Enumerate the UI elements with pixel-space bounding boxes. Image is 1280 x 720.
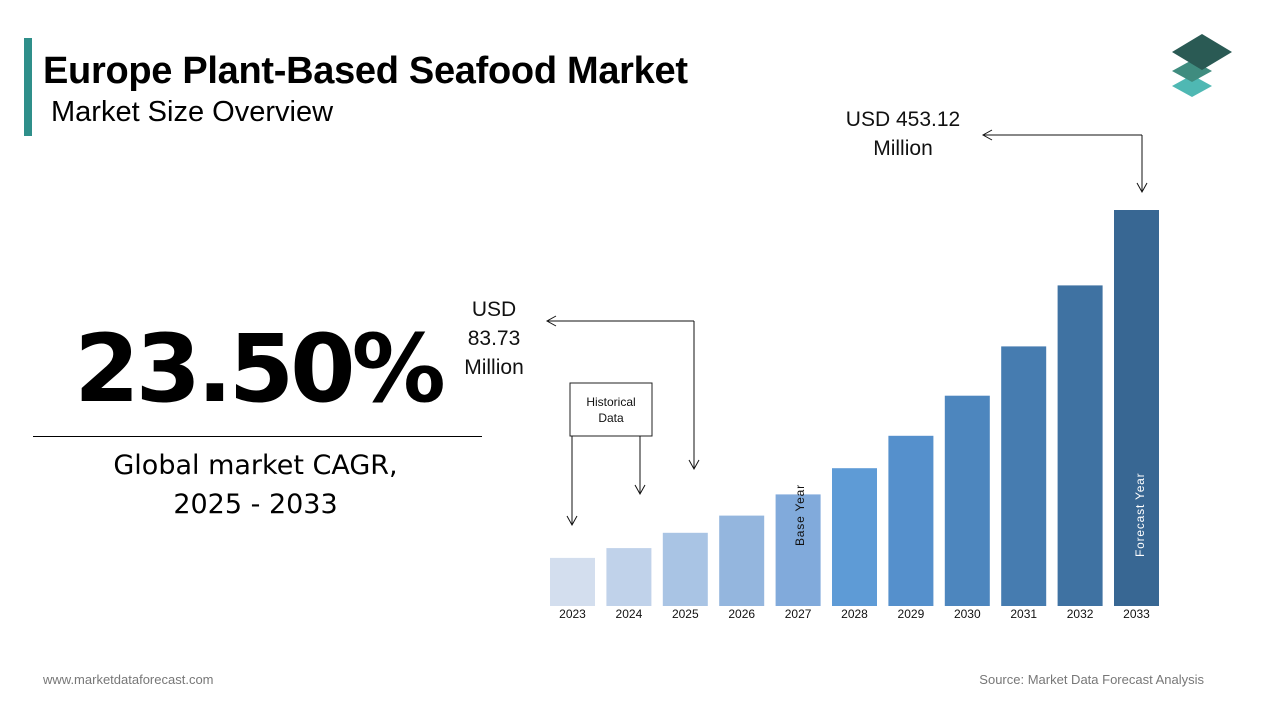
- year-label-2025: 2025: [672, 607, 699, 621]
- bar-2027: [775, 494, 821, 606]
- historical-data-box: [569, 382, 653, 437]
- bar-2031: [1001, 346, 1047, 606]
- bar-2033: [1114, 210, 1159, 606]
- cagr-label-line2: 2025 - 2033: [173, 489, 338, 520]
- bar-2026: [719, 515, 765, 606]
- year-label-2024: 2024: [616, 607, 643, 621]
- year-label-2028: 2028: [841, 607, 868, 621]
- forecast-value-line2: Million: [873, 137, 933, 160]
- year-label-2026: 2026: [728, 607, 755, 621]
- forecast-value-line1: USD 453.12: [846, 108, 960, 131]
- year-label-2033: 2033: [1123, 607, 1150, 621]
- title-accent-bar: [24, 38, 32, 136]
- company-logo-icon: [1172, 34, 1232, 97]
- year-label-2032: 2032: [1067, 607, 1094, 621]
- base-value-line3: Million: [464, 356, 524, 379]
- year-label-2031: 2031: [1010, 607, 1037, 621]
- cagr-label-line1: Global market CAGR,: [113, 450, 398, 481]
- bar-2029: [888, 435, 934, 606]
- bar-2028: [832, 468, 877, 606]
- footer-source: Source: Market Data Forecast Analysis: [979, 672, 1204, 687]
- bar-2024: [606, 548, 652, 606]
- bar-2030: [944, 395, 990, 606]
- logo-layer-top: [1172, 34, 1232, 70]
- base-value-line1: USD: [472, 298, 516, 321]
- cagr-divider: [33, 436, 482, 437]
- bar-2025: [662, 532, 708, 606]
- year-label-2027: 2027: [785, 607, 812, 621]
- historical-data-line1: Historical: [586, 395, 635, 409]
- cagr-label: Global market CAGR, 2025 - 2033: [33, 446, 478, 524]
- bars-layer: [550, 210, 1159, 606]
- base-value-line2: 83.73: [468, 327, 521, 350]
- year-label-2030: 2030: [954, 607, 981, 621]
- cagr-value: 23.50%: [74, 315, 446, 424]
- bar-2023: [550, 557, 595, 606]
- annotations-layer: Historical Data USD 83.73 Million USD 45…: [464, 108, 1148, 557]
- year-label-2023: 2023: [559, 607, 586, 621]
- bar-2032: [1057, 285, 1103, 606]
- year-labels-layer: 2023 2024 2025 2026 2027 2028 2029 2030 2031 2032…: [559, 607, 1150, 621]
- base-year-label: Base Year: [793, 484, 807, 546]
- footer-website[interactable]: www.marketdataforecast.com: [43, 672, 214, 687]
- historical-data-line2: Data: [598, 411, 624, 425]
- forecast-year-label: Forecast Year: [1133, 473, 1147, 557]
- logo-layer-bottom: [1172, 75, 1212, 97]
- year-label-2029: 2029: [898, 607, 925, 621]
- page-subtitle: Market Size Overview: [51, 96, 334, 128]
- page-title: Europe Plant-Based Seafood Market: [43, 50, 688, 92]
